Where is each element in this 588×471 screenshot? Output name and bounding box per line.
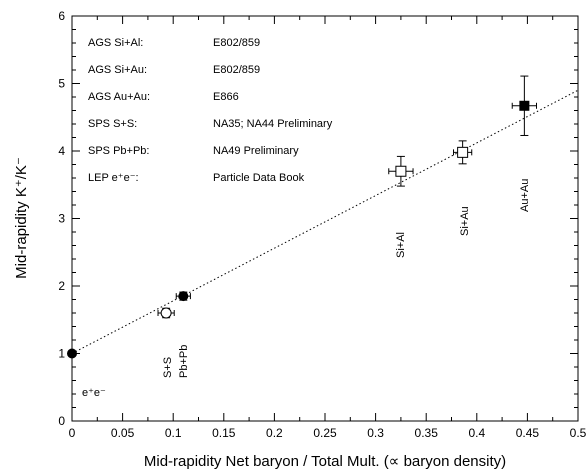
plot-frame (71, 15, 579, 422)
marker-filled-circle (178, 291, 189, 302)
legend-source: E802/859 (213, 37, 260, 49)
y-tick-label: 1 (58, 347, 65, 361)
legend-source: Particle Data Book (213, 172, 305, 184)
legend-system: LEP e⁺e⁻: (88, 172, 139, 184)
y-tick-label: 4 (58, 144, 65, 158)
point-label: e⁺e⁻ (82, 387, 106, 399)
data-point (511, 75, 538, 136)
x-tick-label: 0.3 (367, 426, 384, 440)
x-tick-label: 0.15 (212, 426, 236, 440)
marker-open-square (395, 165, 407, 177)
legend: AGS Si+Al: E802/859 AGS Si+Au: E802/859 AGS … (88, 37, 333, 184)
point-label: Si+Au (459, 206, 471, 236)
legend-source: NA49 Preliminary (213, 145, 299, 157)
y-tick-label: 5 (58, 77, 65, 91)
legend-source: NA35; NA44 Preliminary (213, 118, 333, 130)
point-label: Si+Al (395, 232, 407, 258)
marker-filled-square (519, 100, 530, 111)
data-point (157, 307, 175, 319)
marker-open-square (457, 146, 469, 158)
x-tick-label: 0.45 (516, 426, 540, 440)
marker-open-circle (160, 307, 172, 319)
y-tick-label: 3 (58, 212, 65, 226)
x-tick-label: 0.35 (415, 426, 439, 440)
fit-line (71, 89, 579, 354)
point-label: Pb+Pb (178, 345, 190, 378)
legend-source: E866 (213, 91, 239, 103)
legend-source: E802/859 (213, 64, 260, 76)
y-axis-title: Mid-rapidity K⁺/K⁻ (13, 157, 30, 279)
point-label: Au+Au (519, 179, 531, 212)
y-tick-label: 6 (58, 9, 65, 23)
axis-ticks: 0 0.05 0.1 0.15 0.2 0.25 0.3 0.35 0.4 0.45 0.5 0 1 2 3… (58, 9, 586, 440)
x-tick-label: 0.05 (111, 426, 135, 440)
x-tick-label: 0.2 (266, 426, 283, 440)
y-tick-label: 0 (58, 414, 65, 428)
legend-system: AGS Si+Au: (88, 64, 147, 76)
point-label: S+S (162, 357, 174, 378)
x-tick-label: 0 (69, 426, 76, 440)
legend-system: SPS S+S: (88, 118, 137, 130)
legend-system: AGS Au+Au: (88, 91, 150, 103)
y-tick-label: 2 (58, 279, 65, 293)
x-tick-label: 0.1 (165, 426, 182, 440)
marker-filled-circle (67, 348, 77, 359)
x-tick-label: 0.25 (313, 426, 337, 440)
data-points (67, 75, 538, 359)
x-tick-label: 0.5 (570, 426, 587, 440)
data-point (175, 291, 191, 302)
point-labels: e⁺e⁻ S+S Pb+Pb Si+Al Si+Au Au+Au (82, 179, 531, 399)
x-axis-title: Mid-rapidity Net baryon / Total Mult. (∝… (144, 453, 506, 470)
x-tick-label: 0.4 (468, 426, 485, 440)
data-point (388, 155, 414, 187)
fit-line-group (71, 89, 579, 354)
legend-system: AGS Si+Al: (88, 37, 143, 49)
data-point (453, 140, 473, 165)
legend-system: SPS Pb+Pb: (88, 145, 149, 157)
data-point (67, 348, 77, 359)
